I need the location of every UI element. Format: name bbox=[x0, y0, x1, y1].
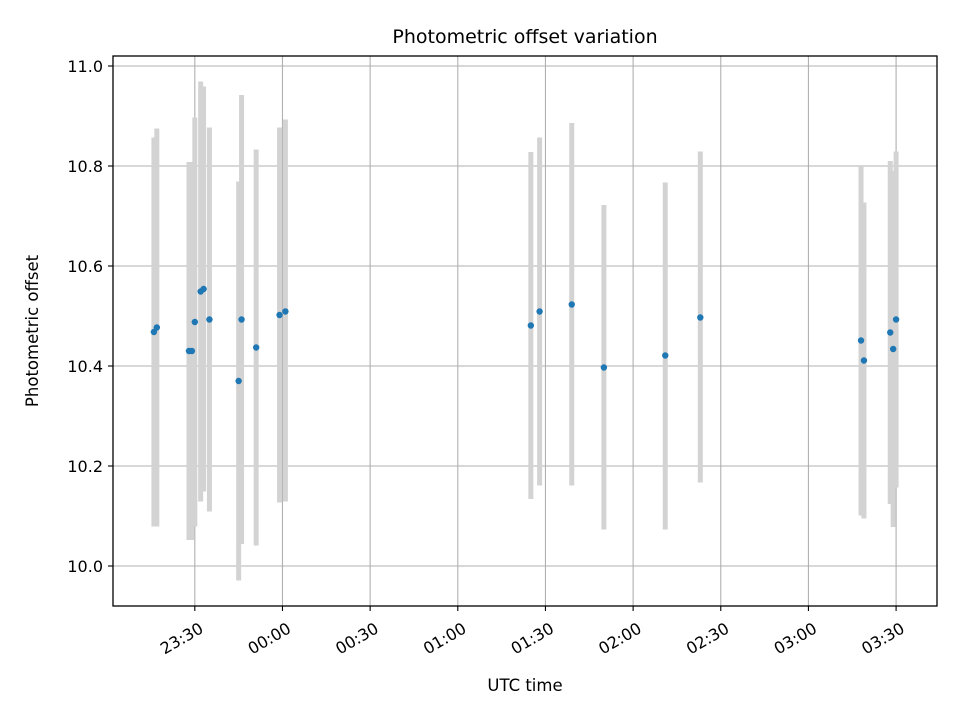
data-point bbox=[238, 316, 245, 323]
x-tick-label: 23:30 bbox=[157, 619, 206, 659]
x-tick-label: 01:00 bbox=[420, 619, 469, 659]
y-tick-label: 10.0 bbox=[67, 557, 103, 576]
x-tick-label: 02:00 bbox=[595, 619, 644, 659]
data-point bbox=[191, 318, 199, 326]
y-axis-ticks: 10.0 10.2 10.4 10.6 10.8 11.0 bbox=[67, 57, 113, 576]
x-axis-ticks: 23:30 00:00 00:30 01:00 01:30 02:00 02:30 03:00… bbox=[157, 606, 908, 658]
x-tick-label: 01:30 bbox=[508, 619, 557, 659]
y-tick-label: 10.6 bbox=[67, 257, 103, 276]
data-point bbox=[276, 311, 283, 319]
data-points bbox=[150, 285, 900, 385]
x-tick-label: 00:00 bbox=[245, 619, 294, 659]
data-point bbox=[200, 285, 207, 293]
data-point bbox=[235, 377, 242, 385]
x-tick-label: 03:30 bbox=[858, 619, 907, 659]
y-axis-label: Photometric offset bbox=[23, 254, 42, 407]
x-tick-label: 03:00 bbox=[771, 619, 820, 659]
x-axis-label: UTC time bbox=[487, 676, 562, 695]
data-point bbox=[568, 301, 575, 308]
data-point bbox=[282, 308, 289, 315]
x-tick-label: 00:30 bbox=[332, 619, 381, 659]
data-point bbox=[662, 352, 669, 359]
data-point bbox=[206, 316, 213, 323]
y-tick-label: 10.4 bbox=[67, 357, 103, 376]
y-tick-label: 10.8 bbox=[67, 157, 103, 176]
data-point bbox=[527, 322, 535, 329]
data-point bbox=[697, 314, 704, 321]
data-point bbox=[252, 344, 260, 351]
plot-frame bbox=[112, 55, 938, 607]
grid-lines bbox=[113, 56, 937, 606]
data-point bbox=[887, 329, 894, 336]
data-point bbox=[860, 357, 868, 364]
data-point bbox=[892, 316, 900, 323]
data-point bbox=[857, 337, 865, 344]
x-tick-label: 02:30 bbox=[683, 619, 732, 659]
data-point bbox=[600, 364, 608, 371]
chart-title: Photometric offset variation bbox=[392, 26, 657, 48]
data-point bbox=[889, 345, 897, 353]
error-bars bbox=[151, 81, 899, 581]
data-point bbox=[153, 324, 161, 331]
y-tick-label: 11.0 bbox=[67, 57, 103, 76]
data-point bbox=[188, 347, 196, 355]
y-tick-label: 10.2 bbox=[67, 457, 103, 476]
data-point bbox=[536, 308, 543, 315]
